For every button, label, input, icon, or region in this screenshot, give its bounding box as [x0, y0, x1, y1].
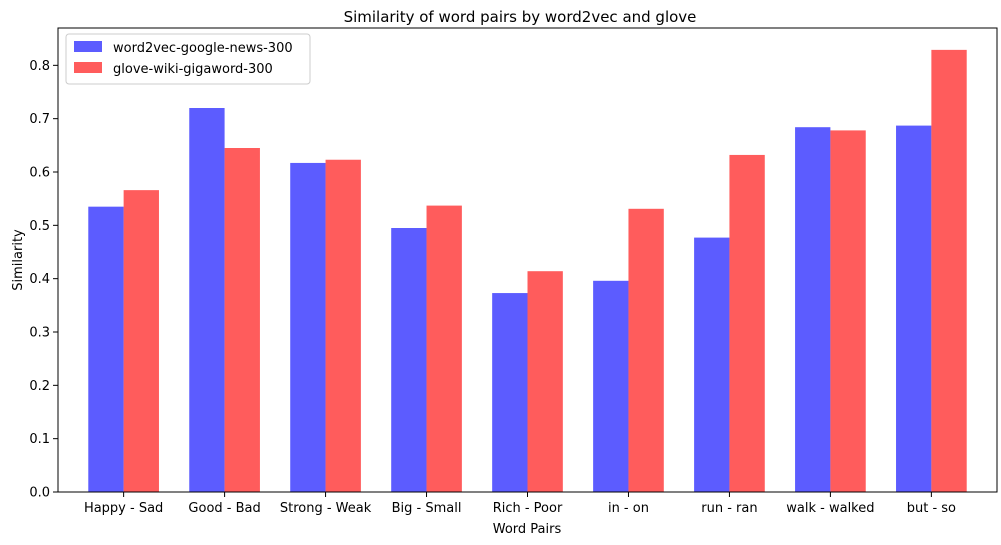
x-tick-label: Good - Bad [188, 501, 260, 516]
x-tick-label: in - on [608, 501, 649, 516]
plot-frame [57, 27, 998, 493]
bar-word2vec-8 [896, 125, 932, 492]
bar-word2vec-1 [189, 108, 225, 492]
legend-swatch-word2vec [74, 41, 102, 52]
bar-glove-3 [426, 205, 462, 492]
y-tick-label: 0.8 [29, 59, 50, 74]
y-tick-label: 0.6 [29, 166, 50, 181]
bar-word2vec-7 [795, 127, 831, 492]
bar-word2vec-6 [694, 237, 730, 492]
y-tick-label: 0.7 [29, 112, 50, 127]
bar-glove-6 [729, 154, 765, 492]
bar-glove-8 [931, 49, 967, 492]
y-tick-label: 0.4 [29, 272, 50, 287]
x-tick-label: run - ran [701, 501, 757, 516]
bar-word2vec-4 [492, 293, 528, 492]
bar-glove-2 [325, 159, 361, 492]
bar-glove-4 [527, 271, 563, 492]
bar-word2vec-5 [593, 280, 629, 492]
y-tick-label: 0.2 [29, 379, 50, 394]
bar-glove-1 [224, 148, 260, 492]
y-tick-label: 0.1 [29, 432, 50, 447]
bar-glove-0 [123, 190, 159, 492]
x-tick-label: Strong - Weak [280, 501, 372, 516]
bar-word2vec-2 [290, 162, 326, 492]
x-tick-label: Big - Small [392, 501, 462, 516]
chart-title: Similarity of word pairs by word2vec and… [344, 8, 697, 26]
legend: word2vec-google-news-300 glove-wiki-giga… [65, 33, 311, 85]
y-tick-label: 0.3 [29, 326, 50, 341]
x-tick-label: Happy - Sad [84, 501, 163, 516]
x-axis-label: Word Pairs [493, 522, 562, 537]
legend-frame [65, 33, 311, 85]
legend-label-glove: glove-wiki-gigaword-300 [113, 62, 273, 77]
y-tick-label: 0.0 [29, 486, 50, 501]
legend-label-word2vec: word2vec-google-news-300 [113, 41, 293, 56]
y-axis: 0.0 0.1 0.2 0.3 0.4 0.5 0.6 0.7 0.8 [29, 59, 58, 501]
y-tick-label: 0.5 [29, 219, 50, 234]
y-axis-label: Similarity [11, 229, 26, 291]
bar-glove-7 [830, 130, 866, 492]
bar-word2vec-3 [391, 228, 427, 492]
x-tick-label: walk - walked [786, 501, 874, 516]
x-axis: Happy - Sad Good - Bad Strong - Weak Big - … [84, 492, 956, 516]
bar-word2vec-0 [88, 206, 124, 492]
bars [88, 49, 967, 493]
legend-swatch-glove [74, 62, 102, 73]
x-tick-label: but - so [907, 501, 956, 516]
bar-glove-5 [628, 208, 664, 493]
x-tick-label: Rich - Poor [493, 501, 563, 516]
